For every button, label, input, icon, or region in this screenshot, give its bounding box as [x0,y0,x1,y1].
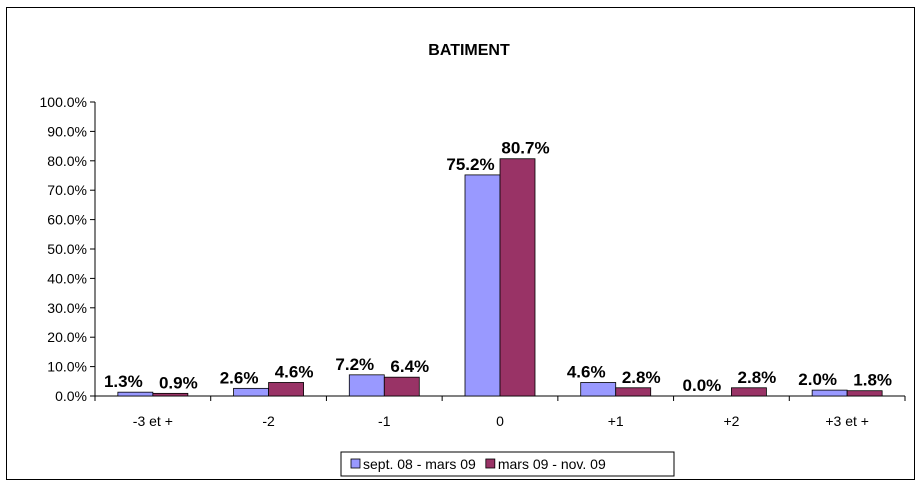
data-label: 1.3% [104,372,143,391]
bar [348,374,385,397]
legend-label: mars 09 - nov. 09 [498,456,606,472]
legend-swatch [350,458,361,469]
data-label: 75.2% [446,155,494,174]
data-label: 6.4% [390,357,429,376]
legend-label: sept. 08 - mars 09 [363,456,476,472]
chart-data-labels: 1.3% 2.6% 7.2% 75.2% 4.6% 0.0% 2.0% 0.9% 4.6% 6.4… [104,139,892,395]
bar [499,158,536,397]
data-label: 1.8% [853,371,892,390]
data-label: 80.7% [501,139,549,158]
bar [117,391,154,397]
y-tick-label: 60.0% [47,212,87,228]
y-tick-label: 50.0% [47,241,87,257]
bar [731,387,767,397]
data-label: 2.8% [622,368,661,387]
x-tick-label: +3 et + [825,413,869,429]
legend-swatch [485,458,496,469]
chart-legend: sept. 08 - mars 09 mars 09 - nov. 09 [340,451,675,477]
y-tick-label: 100.0% [40,94,87,110]
data-label: 2.8% [738,368,777,387]
bar [615,387,652,397]
bar [811,389,848,397]
x-tick-label: +1 [608,413,624,429]
bar [464,174,501,397]
y-tick-label: 90.0% [47,123,87,139]
y-tick-label: 70.0% [47,182,87,198]
x-tick-label: -1 [378,413,391,429]
chart-frame [6,7,915,480]
data-label: 4.6% [275,362,314,381]
chart-bars [117,158,883,397]
legend-box [340,451,675,477]
data-label: 0.9% [159,373,198,392]
chart-axes: 0.0% 10.0% 20.0% 30.0% 40.0% 50.0% 60.0% 70.0% 8… [40,94,906,429]
bar [152,392,189,397]
x-tick-label: -3 et + [133,413,173,429]
data-label: 2.0% [798,370,837,389]
chart-title: BATIMENT [428,42,510,59]
x-tick-label: -2 [262,413,275,429]
bar [846,390,883,397]
bar [580,382,617,397]
data-label: 0.0% [683,376,722,395]
data-label: 4.6% [567,362,606,381]
x-tick-label: 0 [496,413,504,429]
y-tick-label: 40.0% [47,270,87,286]
bar [268,382,304,397]
y-tick-label: 0.0% [55,388,87,404]
y-tick-label: 10.0% [47,359,87,375]
bar [383,376,420,397]
x-tick-label: +2 [723,413,739,429]
y-tick-label: 80.0% [47,153,87,169]
y-tick-label: 30.0% [47,300,87,316]
data-label: 2.6% [220,368,259,387]
y-tick-label: 20.0% [47,329,87,345]
bar [233,387,269,397]
data-label: 7.2% [335,355,374,374]
